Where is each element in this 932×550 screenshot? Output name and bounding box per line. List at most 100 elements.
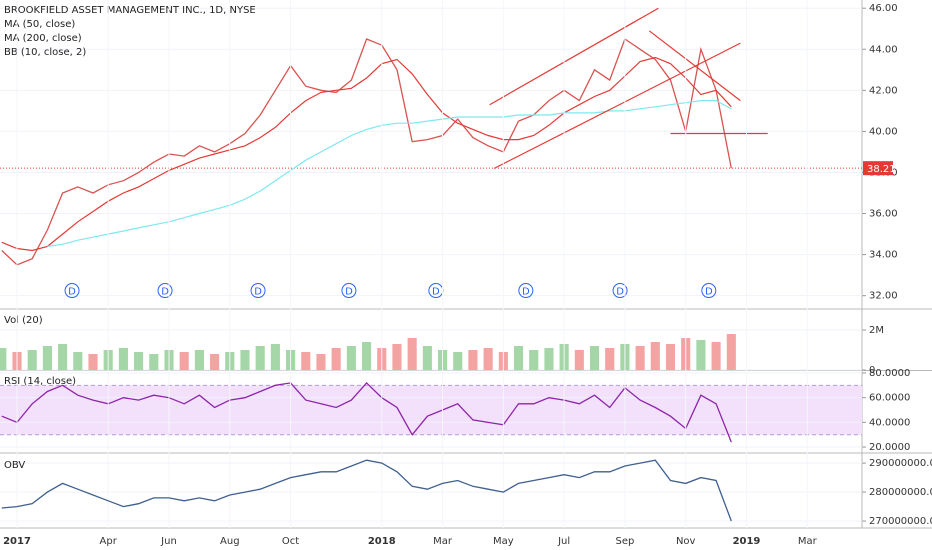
x-tick-label: Aug bbox=[220, 536, 240, 547]
volume-bar bbox=[346, 346, 356, 370]
volume-bar bbox=[301, 352, 311, 370]
volume-bar bbox=[316, 354, 326, 370]
volume-bar bbox=[0, 348, 7, 370]
volume-bar bbox=[711, 342, 721, 370]
volume-bar bbox=[270, 344, 280, 370]
volume-bar bbox=[650, 342, 660, 370]
x-tick-label: Jun bbox=[160, 536, 177, 547]
x-tick-label: 2018 bbox=[368, 536, 396, 547]
x-tick-label: Oct bbox=[282, 536, 299, 547]
series-line bbox=[47, 100, 732, 247]
dividend-marker bbox=[701, 283, 717, 299]
x-tick-label: Jul bbox=[557, 536, 570, 547]
y-tick-label: 40.00 bbox=[869, 126, 898, 137]
volume-bar bbox=[453, 352, 463, 370]
x-tick-label: 2017 bbox=[3, 536, 31, 547]
pane-title: OBV bbox=[4, 460, 25, 471]
volume-bar bbox=[574, 350, 584, 370]
dividend-marker bbox=[64, 283, 80, 299]
rsi-band bbox=[0, 385, 862, 435]
volume-bar bbox=[255, 346, 265, 370]
y-tick-label: 32.00 bbox=[869, 291, 898, 302]
volume-bar bbox=[88, 354, 98, 370]
volume-bar bbox=[134, 352, 144, 370]
series-line bbox=[1, 56, 732, 252]
volume-bar bbox=[513, 346, 524, 370]
volume-bar bbox=[422, 346, 432, 370]
y-tick-label: 270000000.0000 bbox=[869, 516, 932, 527]
dividend-marker bbox=[250, 283, 266, 299]
y-tick-label: 0 bbox=[869, 365, 875, 376]
last-price-box bbox=[863, 161, 893, 176]
volume-bar bbox=[392, 344, 402, 370]
dividend-label: D bbox=[522, 287, 530, 298]
last-price-label: 38.21 bbox=[867, 164, 896, 175]
pane-title: Vol (20) bbox=[4, 315, 43, 326]
volume-bar bbox=[240, 350, 250, 370]
x-tick-label: Apr bbox=[100, 536, 118, 547]
series-line bbox=[1, 37, 732, 266]
volume-bar bbox=[42, 346, 52, 370]
y-tick-label: 2M bbox=[869, 325, 884, 336]
volume-bar bbox=[696, 340, 706, 370]
volume-bar bbox=[27, 350, 37, 370]
dividend-label: D bbox=[432, 287, 440, 298]
volume-bar bbox=[58, 344, 68, 370]
volume-bar bbox=[589, 346, 600, 370]
volume-bar bbox=[362, 342, 372, 370]
series-line bbox=[1, 381, 732, 443]
dividend-label: D bbox=[705, 287, 713, 298]
volume-bar bbox=[194, 350, 204, 370]
legend-entry: MA (200, close) bbox=[4, 33, 82, 44]
trend-line bbox=[493, 42, 741, 169]
volume-bar bbox=[407, 338, 417, 370]
x-tick-label: Sep bbox=[615, 536, 634, 547]
dividend-label: D bbox=[345, 287, 353, 298]
volume-bar bbox=[331, 348, 341, 370]
volume-bar bbox=[605, 348, 615, 370]
legend-entry: MA (50, close) bbox=[4, 19, 75, 30]
x-tick-label: Mar bbox=[798, 536, 818, 547]
x-tick-label: 2019 bbox=[733, 536, 761, 547]
y-tick-label: 46.00 bbox=[869, 3, 898, 14]
volume-bar bbox=[149, 354, 159, 370]
y-tick-label: 44.00 bbox=[869, 44, 898, 55]
dividend-marker bbox=[612, 283, 628, 299]
x-tick-label: May bbox=[493, 536, 514, 547]
y-tick-label: 20.0000 bbox=[869, 442, 910, 453]
dividend-marker bbox=[518, 283, 534, 299]
volume-bar bbox=[726, 334, 736, 370]
volume-bar bbox=[179, 352, 189, 370]
volume-bar bbox=[73, 352, 83, 370]
y-tick-label: 34.00 bbox=[869, 250, 898, 261]
dividend-label: D bbox=[616, 287, 624, 298]
y-tick-label: 36.00 bbox=[869, 209, 898, 220]
volume-bar bbox=[665, 344, 676, 370]
x-tick-label: Mar bbox=[433, 536, 453, 547]
volume-bar bbox=[483, 348, 493, 370]
legend-entry: BB (10, close, 2) bbox=[4, 47, 86, 58]
y-tick-label: 80.0000 bbox=[869, 368, 910, 379]
pane-title: BROOKFIELD ASSET MANAGEMENT INC., 1D, NY… bbox=[4, 5, 256, 16]
y-tick-label: 60.0000 bbox=[869, 393, 910, 404]
dividend-label: D bbox=[68, 287, 76, 298]
volume-bar bbox=[529, 350, 539, 370]
dividend-marker bbox=[341, 283, 357, 299]
pane-title: RSI (14, close) bbox=[4, 376, 76, 387]
y-tick-label: 40.0000 bbox=[869, 417, 910, 428]
volume-bar bbox=[118, 348, 128, 370]
volume-bar bbox=[210, 354, 220, 370]
y-tick-label: 280000000.0000 bbox=[869, 487, 932, 498]
dividend-label: D bbox=[161, 287, 169, 298]
y-tick-label: 290000000.0000 bbox=[869, 458, 932, 469]
volume-bar bbox=[544, 348, 554, 370]
dividend-label: D bbox=[254, 287, 262, 298]
trend-line bbox=[648, 30, 741, 102]
series-line bbox=[1, 459, 732, 522]
x-tick-label: Nov bbox=[676, 536, 696, 547]
y-tick-label: 42.00 bbox=[869, 85, 898, 96]
volume-bar bbox=[635, 346, 645, 370]
volume-bar bbox=[468, 350, 478, 370]
